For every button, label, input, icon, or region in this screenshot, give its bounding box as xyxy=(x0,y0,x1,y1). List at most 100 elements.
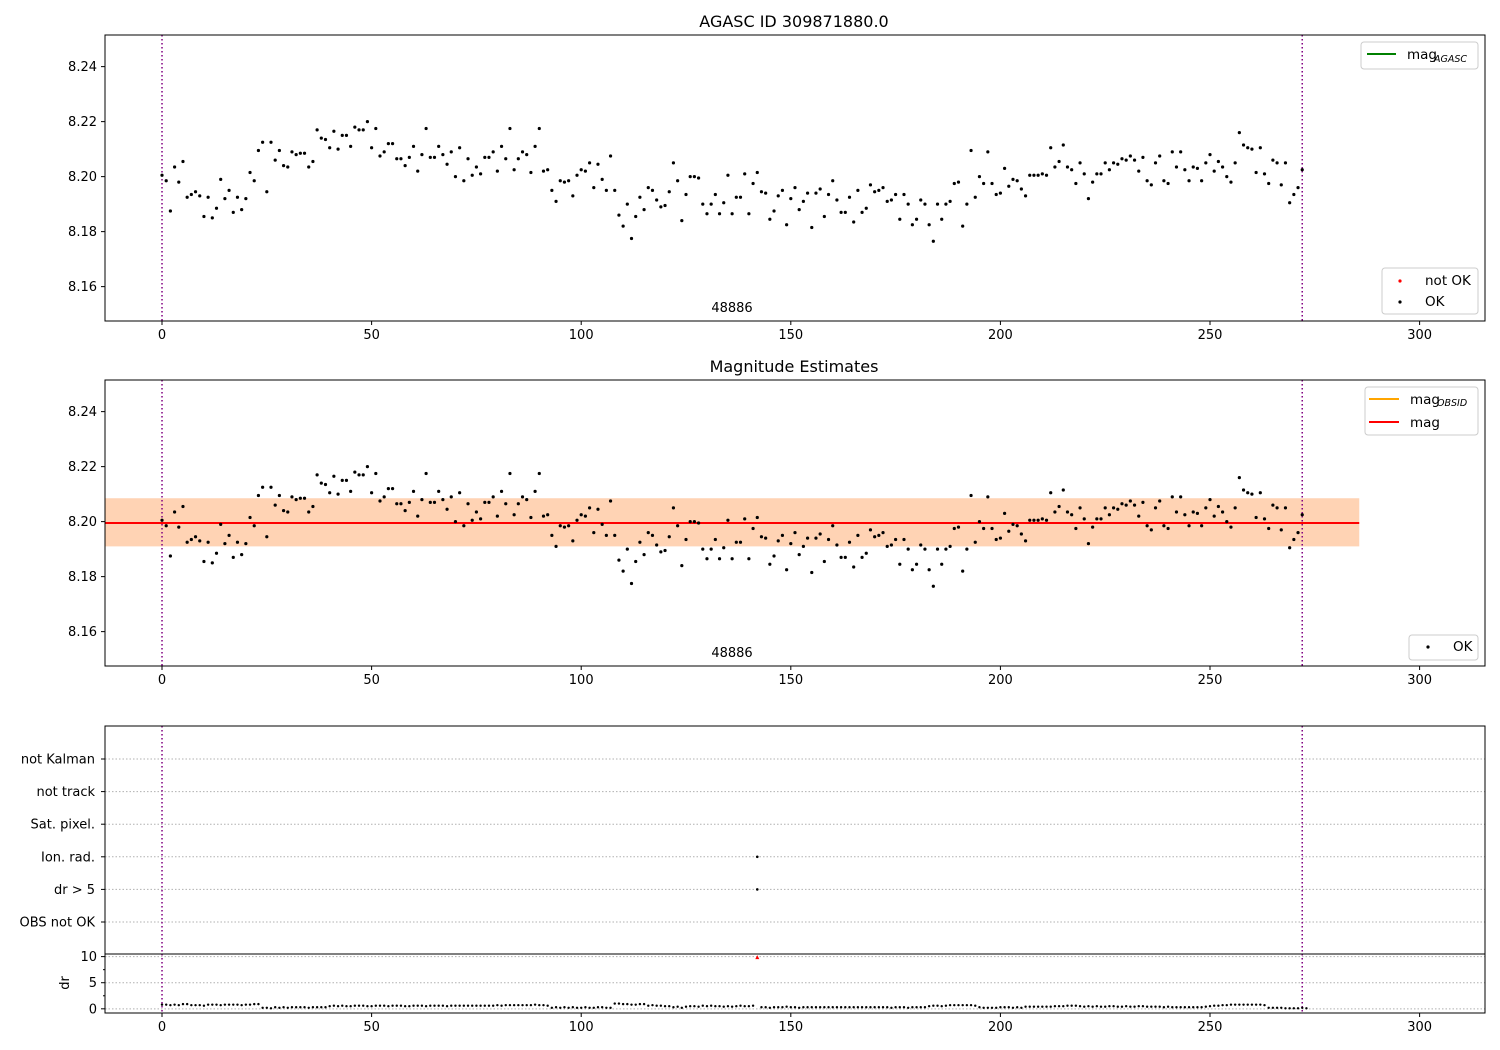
mag-point xyxy=(1044,518,1049,522)
dr-point xyxy=(173,1003,176,1006)
mag-point xyxy=(1279,183,1283,187)
mag-point xyxy=(730,212,734,216)
mag-point xyxy=(453,520,458,524)
dr-point xyxy=(1124,1005,1128,1008)
mag-point xyxy=(671,506,676,510)
dr-point xyxy=(647,1004,650,1007)
y-tick-label: 8.22 xyxy=(68,460,97,475)
dr-point xyxy=(1280,1006,1283,1009)
dr-point xyxy=(529,1003,533,1007)
mag-point xyxy=(315,128,319,132)
mag-point xyxy=(1044,173,1049,177)
mag-point xyxy=(814,536,818,540)
dr-point xyxy=(680,1006,684,1009)
mag-point xyxy=(1174,510,1179,514)
dr-point xyxy=(634,1003,637,1006)
mag-point xyxy=(214,206,219,210)
dr-point xyxy=(1221,1003,1224,1007)
y-tick-label: 8.24 xyxy=(68,405,97,420)
mag-point xyxy=(902,192,906,197)
mag-point xyxy=(961,224,965,228)
y-tick-label: 8.24 xyxy=(68,60,97,75)
dr-point xyxy=(286,1006,289,1009)
mag-point xyxy=(240,208,244,212)
mag-point xyxy=(407,155,411,159)
mag-point xyxy=(696,521,701,525)
dr-panel-marks xyxy=(105,954,1485,1013)
mag-point xyxy=(1074,526,1078,531)
mag-point xyxy=(1220,510,1225,514)
mag-point xyxy=(164,179,168,183)
mag-point xyxy=(663,203,667,208)
mag-point xyxy=(298,151,302,155)
dr-point xyxy=(1116,1005,1119,1008)
mag-point xyxy=(344,133,349,137)
mag-point xyxy=(508,471,512,476)
mag-point xyxy=(1237,131,1241,135)
magnitude-ok-legend-marker xyxy=(1426,645,1430,649)
dr-point xyxy=(735,1005,738,1008)
flag-point xyxy=(755,855,759,859)
x-tick-label: 100 xyxy=(569,1020,594,1035)
mag-point xyxy=(1158,499,1162,503)
mag-point xyxy=(1040,517,1044,521)
agasc-legend-bottom: not OK OK xyxy=(1381,267,1479,315)
mag-point xyxy=(613,533,617,537)
mag-point xyxy=(399,157,403,161)
mag-point xyxy=(177,525,181,529)
mag-point xyxy=(676,524,680,528)
dr-point xyxy=(1196,1006,1199,1009)
dr-point xyxy=(248,1003,252,1006)
dr-point xyxy=(546,1004,549,1007)
mag-point xyxy=(667,535,671,539)
dr-point xyxy=(169,1003,172,1007)
mag-point xyxy=(516,157,520,161)
x-tick-label: 250 xyxy=(1198,328,1223,343)
dr-point xyxy=(483,1004,486,1007)
not-ok-legend-marker xyxy=(1398,279,1402,283)
dr-point xyxy=(588,1006,591,1009)
dr-point xyxy=(797,1006,801,1009)
mag-point xyxy=(701,547,705,551)
mag-point xyxy=(1049,146,1053,150)
magnitude-legend-top: mag OBSID mag xyxy=(1364,386,1479,436)
mag-point xyxy=(445,162,449,166)
mag-point xyxy=(688,175,692,179)
mag-point xyxy=(462,524,466,528)
dr-point xyxy=(1175,1006,1178,1009)
mag-point xyxy=(181,159,185,164)
mag-point xyxy=(617,558,621,562)
y-tick-label: 8.22 xyxy=(68,115,97,130)
mag-point xyxy=(248,170,252,175)
ok-legend-marker xyxy=(1398,300,1402,304)
mag-point xyxy=(437,144,441,148)
mag-point xyxy=(550,533,554,537)
mag-point xyxy=(198,194,202,198)
dr-outlier-point xyxy=(755,955,760,960)
mag-point xyxy=(629,236,634,241)
mag-point xyxy=(738,195,743,199)
mag-point xyxy=(680,564,684,568)
mag-point xyxy=(831,524,835,528)
mag-point xyxy=(1208,498,1212,502)
mag-point xyxy=(1007,529,1011,533)
mag-point xyxy=(759,535,764,539)
mag-point xyxy=(416,514,420,518)
dr-point xyxy=(739,1004,742,1007)
mag-point xyxy=(349,489,353,493)
mag-point xyxy=(1086,542,1091,546)
mag-point xyxy=(483,500,487,504)
mag-point xyxy=(235,195,240,199)
dr-point xyxy=(986,1006,990,1009)
mag-point xyxy=(449,150,453,154)
dr-point xyxy=(789,1006,793,1009)
dr-point xyxy=(613,1002,616,1005)
mag-point xyxy=(483,155,487,159)
dr-point xyxy=(705,1005,709,1008)
dr-point xyxy=(781,1006,784,1009)
flag-category-label: OBS not OK xyxy=(20,916,96,931)
mag-point xyxy=(940,217,944,221)
mag-point xyxy=(382,150,386,154)
dr-point xyxy=(927,1005,931,1008)
mag-point xyxy=(546,168,550,172)
